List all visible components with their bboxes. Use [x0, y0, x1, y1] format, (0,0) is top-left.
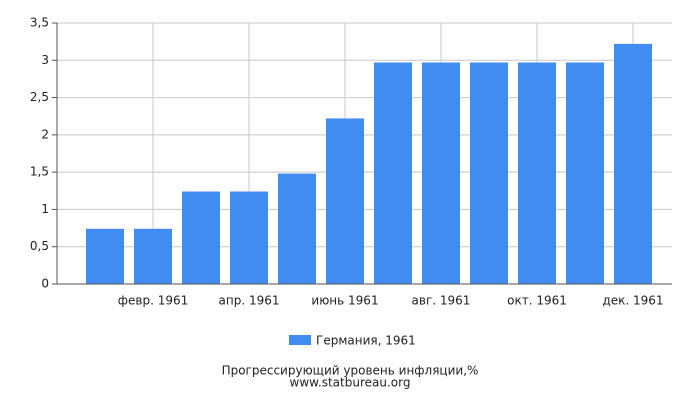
y-tick-label: 2 [41, 127, 49, 141]
y-tick-label: 3 [41, 53, 49, 67]
chart-title: Прогрессирующий уровень инфляции,% [222, 364, 479, 378]
bar [422, 62, 460, 284]
y-tick-label: 1 [41, 202, 49, 216]
bar [278, 173, 316, 284]
x-tick-label: окт. 1961 [507, 294, 567, 308]
y-tick-label: 0,5 [30, 239, 49, 253]
bar [86, 228, 124, 284]
y-tick-label: 3,5 [30, 16, 49, 30]
x-tick-label: авг. 1961 [412, 294, 471, 308]
bar [134, 228, 172, 284]
x-tick-label: апр. 1961 [219, 294, 280, 308]
y-tick-label: 2,5 [30, 90, 49, 104]
bar [182, 191, 220, 284]
bar [326, 118, 364, 284]
legend-swatch [289, 335, 311, 345]
y-tick-label: 0 [41, 277, 49, 291]
bar [614, 43, 652, 284]
x-tick-label: дек. 1961 [602, 294, 663, 308]
bar [518, 62, 556, 284]
bar [566, 62, 604, 284]
x-tick-label: февр. 1961 [118, 294, 189, 308]
bar [230, 191, 268, 284]
y-tick-label: 1,5 [30, 165, 49, 179]
bar [374, 62, 412, 284]
legend-label: Германия, 1961 [316, 334, 416, 348]
chart-source: www.statbureau.org [290, 376, 411, 390]
x-tick-label: июнь 1961 [311, 294, 378, 308]
bar [470, 62, 508, 284]
